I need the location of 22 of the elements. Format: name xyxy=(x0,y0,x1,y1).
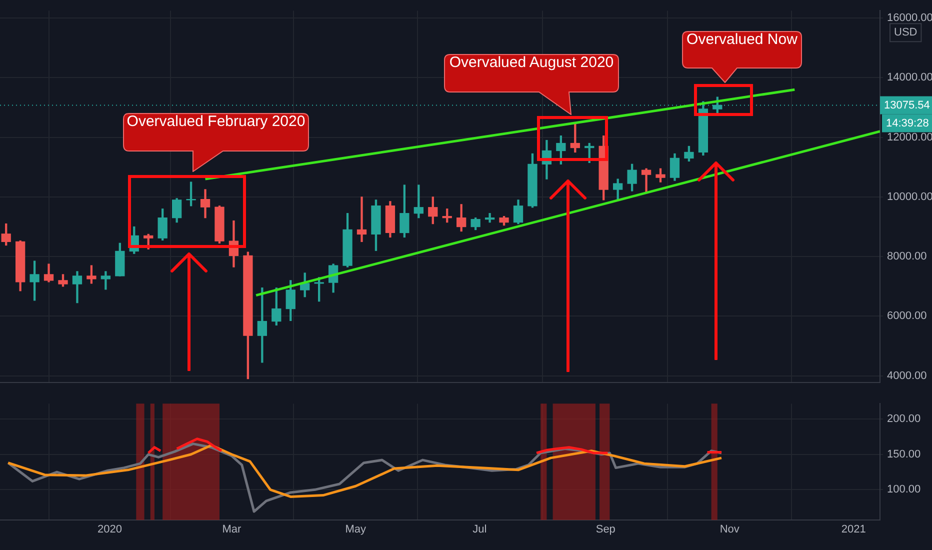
candlestick xyxy=(100,271,111,290)
y-tick-label: 100.00 xyxy=(887,484,921,496)
annotation: Overvalued August 2020 xyxy=(448,54,615,73)
y-tick-label: 8000.00 xyxy=(887,250,927,263)
x-tick-label: Jul xyxy=(472,524,487,536)
x-tick-label: 2020 xyxy=(98,524,122,536)
annotation: Overvalued Now xyxy=(686,31,798,50)
y-tick-label: 200.00 xyxy=(887,413,921,426)
x-tick-label: Mar xyxy=(222,524,242,536)
x-tick-label: 2021 xyxy=(841,524,866,536)
text: 14:39:28 xyxy=(886,117,929,130)
y-tick-label: 4000.00 xyxy=(887,370,927,382)
x-tick-label: Sep xyxy=(596,524,616,536)
y-axis-title: USD xyxy=(894,26,918,39)
ref-line-label: 13075.54 xyxy=(884,99,930,112)
candlestick xyxy=(356,196,367,242)
y-tick-label: 150.00 xyxy=(887,448,921,460)
annotation: Overvalued February 2020 xyxy=(126,113,306,132)
x-tick-label: Nov xyxy=(720,524,740,536)
candlestick xyxy=(484,213,495,223)
x-tick-label: May xyxy=(345,524,367,536)
y-tick-label: 6000.00 xyxy=(887,310,927,322)
